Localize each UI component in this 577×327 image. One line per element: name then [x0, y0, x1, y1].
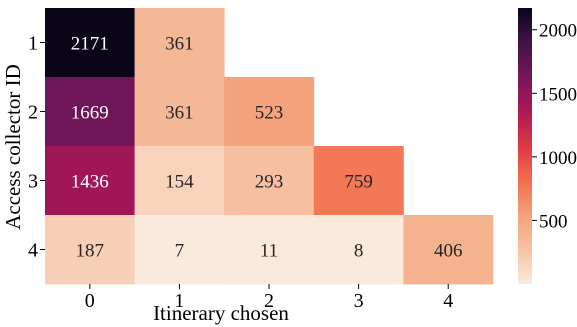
heatmap-cells: 2171 361 1669 361 523 1436 154 293 759 187 7 11 8 406: [45, 8, 494, 285]
heatmap-cell: [224, 146, 315, 216]
heatmap-cell: [313, 146, 404, 216]
heatmap-cell: [134, 146, 225, 216]
colorbar-tick-label: 2000: [539, 21, 577, 42]
colorbar-tick-label: 1500: [539, 84, 577, 105]
cell-value-label: 1669: [71, 103, 109, 124]
x-axis-label: Itinerary chosen: [153, 301, 289, 325]
cell-value-label: 2171: [71, 34, 109, 55]
y-axis-ticks: 1 2 3 4: [28, 33, 45, 262]
cell-value-label: 523: [255, 103, 284, 124]
heatmap-cell: [45, 8, 135, 78]
x-axis-ticks: 0 1 2 3 4: [85, 284, 453, 312]
x-tick-label: 4: [443, 290, 453, 312]
cell-value-label: 154: [165, 172, 194, 193]
heatmap-cell: [134, 77, 225, 147]
x-tick-label: 3: [354, 290, 364, 312]
heatmap-cell: [45, 146, 135, 216]
cell-value-label: 406: [434, 241, 463, 262]
cell-value-label: 11: [260, 241, 278, 262]
cell-value-label: 361: [165, 34, 194, 55]
cell-value-label: 361: [165, 103, 194, 124]
cell-value-label: 8: [354, 241, 364, 262]
x-tick-label: 1: [174, 290, 184, 312]
cell-value-label: 187: [76, 241, 105, 262]
colorbar-tick-label: 1000: [539, 148, 577, 169]
cell-value-label: 759: [344, 172, 373, 193]
heatmap-cell: [224, 215, 315, 285]
heatmap-cell: [403, 215, 494, 285]
y-tick-label: 3: [28, 171, 38, 193]
heatmap-cell: [134, 215, 225, 285]
cell-value-label: 7: [175, 241, 185, 262]
y-tick-label: 2: [28, 102, 38, 124]
colorbar-ticks: 500 1000 1500 2000: [532, 21, 577, 232]
x-tick-label: 2: [264, 290, 274, 312]
colorbar: 500 1000 1500 2000: [518, 8, 577, 284]
y-tick-label: 4: [28, 240, 38, 262]
heatmap-cell: [45, 215, 135, 285]
heatmap-cell: [224, 77, 315, 147]
heatmap-cell: [134, 8, 225, 78]
y-axis-label: Access collector ID: [1, 64, 25, 230]
colorbar-tick-label: 500: [539, 211, 568, 232]
y-tick-label: 1: [28, 33, 38, 55]
cell-value-label: 293: [255, 172, 284, 193]
cell-value-label: 1436: [71, 172, 109, 193]
x-tick-label: 0: [85, 290, 95, 312]
colorbar-scale: [518, 8, 532, 284]
heatmap-cell: [45, 77, 135, 147]
heatmap-cell: [313, 215, 404, 285]
